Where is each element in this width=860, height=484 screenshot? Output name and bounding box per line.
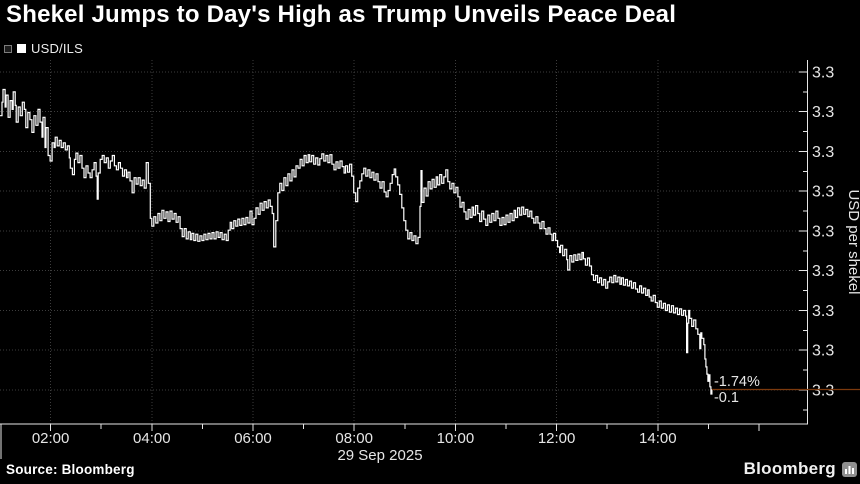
- y-tick-label: 3.3: [812, 144, 834, 161]
- x-tick-label: 06:00: [234, 430, 272, 447]
- x-tick-label: 02:00: [32, 430, 70, 447]
- x-tick-label: 08:00: [335, 430, 373, 447]
- y-tick-label: 3.3: [812, 224, 834, 241]
- y-tick-label: 3.3: [812, 343, 834, 360]
- price-line: [0, 88, 713, 395]
- source-attribution: Source: Bloomberg: [6, 462, 135, 477]
- net-change-label: -0.1: [714, 390, 739, 406]
- legend-series-label: USD/ILS: [31, 41, 83, 56]
- y-tick-label: 3.3: [812, 303, 834, 320]
- x-tick-label: 12:00: [538, 430, 576, 447]
- chart-legend[interactable]: USD/ILS: [4, 41, 83, 56]
- x-tick-label: 04:00: [133, 430, 171, 447]
- date-label: 29 Sep 2025: [337, 447, 422, 464]
- y-tick-label: 3.3: [812, 263, 834, 280]
- percent-change-label: -1.74%: [714, 374, 760, 390]
- panel-box-icon[interactable]: [4, 44, 12, 53]
- y-tick-label: 3.3: [812, 104, 834, 121]
- series-swatch-icon: [17, 44, 26, 53]
- y-axis-title: USD per shekel: [845, 189, 860, 294]
- page-title: Shekel Jumps to Day's High as Trump Unve…: [6, 1, 677, 28]
- y-tick-label: 3.3: [812, 184, 834, 201]
- y-tick-label: 3.3: [812, 65, 834, 82]
- bloomberg-wordmark: Bloomberg: [743, 459, 836, 478]
- x-tick-label: 14:00: [639, 430, 677, 447]
- bloomberg-brand: Bloomberg: [744, 459, 857, 479]
- y-tick-label: 3.3: [812, 383, 834, 400]
- x-tick-label: 10:00: [437, 430, 475, 447]
- bloomberg-app-icon: [842, 461, 857, 477]
